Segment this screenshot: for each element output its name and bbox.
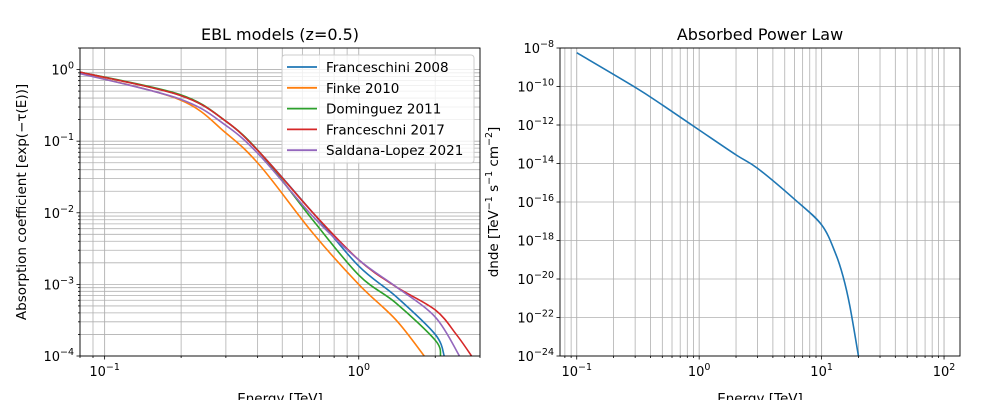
x-tick-label: 100 xyxy=(688,362,711,380)
legend-box xyxy=(281,54,475,164)
series-line-saldana-lopez-2021 xyxy=(80,72,461,356)
x-tick-label: 10−1 xyxy=(89,362,120,380)
grid xyxy=(560,47,960,357)
y-tick-label: 10−10 xyxy=(517,78,554,96)
series-group xyxy=(80,71,473,356)
y-axis-label: dnde [TeV−1 s−1 cm−2] xyxy=(484,127,502,278)
x-tick-label: 100 xyxy=(347,362,370,380)
legend-label: Dominguez 2011 xyxy=(326,102,441,118)
axes-frame xyxy=(79,47,481,357)
chart-title: EBL models (z=0.5) xyxy=(201,25,359,44)
series-line-franceschni-2017 xyxy=(80,71,473,356)
y-tick-label: 10−14 xyxy=(517,155,554,173)
series-group xyxy=(576,52,860,356)
chart-title: Absorbed Power Law xyxy=(677,25,843,44)
y-tick-label: 10−3 xyxy=(43,275,74,293)
x-axis-label: Energy [TeV] xyxy=(237,391,323,400)
y-tick-label: 10−24 xyxy=(517,347,554,365)
legend-label: Finke 2010 xyxy=(326,81,399,97)
y-tick-label: 10−16 xyxy=(517,193,554,211)
y-tick-label: 10−1 xyxy=(43,132,74,150)
axes-frame xyxy=(559,47,961,357)
series-line-absorbed-power-law xyxy=(576,52,860,356)
chart-2: 10−1 100 101 102 10−8 10−10 10−12 10−14 10−16 10−… xyxy=(517,25,961,400)
y-tick-label: 10−4 xyxy=(43,347,74,365)
legend-label: Franceschini 2008 xyxy=(326,60,449,76)
x-tick-label: 102 xyxy=(933,362,956,380)
x-tick-label: 10−1 xyxy=(561,362,592,380)
x-axis-label: Energy [TeV] xyxy=(717,391,803,400)
y-tick-label: 100 xyxy=(51,61,74,79)
y-axis-label: Absorption coefficient [exp(−τ(E))] xyxy=(14,84,30,320)
y-tick-label: 10−2 xyxy=(43,204,74,222)
x-tick-label: 101 xyxy=(810,362,833,380)
y-tick-label: 10−22 xyxy=(517,309,554,327)
legend-label: Franceschni 2017 xyxy=(326,122,445,138)
legend-label: Saldana-Lopez 2021 xyxy=(326,143,463,159)
y-tick-label: 10−8 xyxy=(523,39,554,57)
y-tick-label: 10−20 xyxy=(517,270,554,288)
y-tick-label: 10−18 xyxy=(517,232,554,250)
legend: Franceschini 2008 Finke 2010 Dominguez 201… xyxy=(281,54,475,164)
y-tick-label: 10−12 xyxy=(517,116,554,134)
